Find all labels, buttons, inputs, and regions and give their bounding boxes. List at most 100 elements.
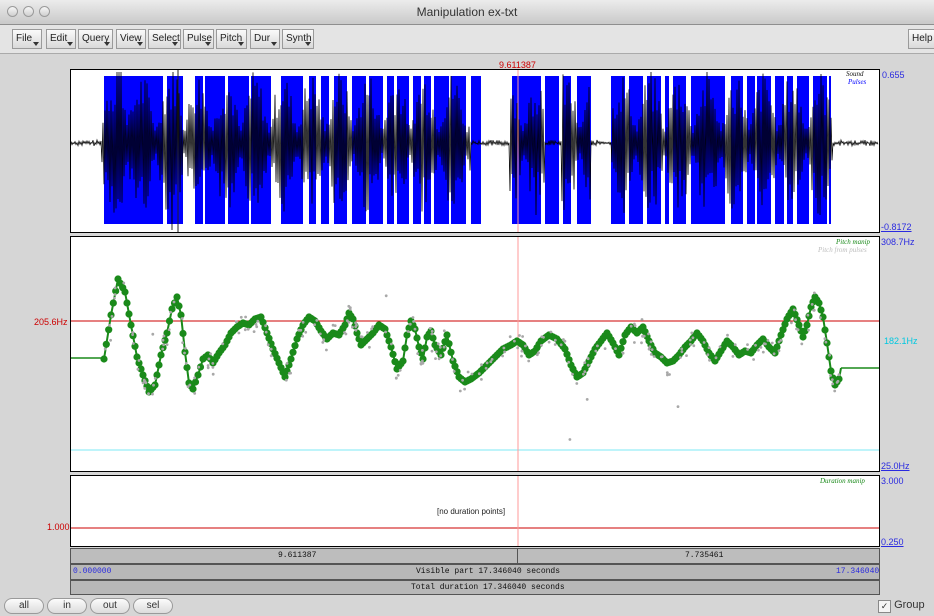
- zoom-in-button[interactable]: in: [47, 598, 87, 614]
- pitch-pulse-point: [766, 339, 770, 342]
- zoom-selection-label: sel: [146, 600, 160, 611]
- pitch-point: [194, 371, 202, 379]
- pitch-point: [619, 338, 627, 346]
- pitch-pulse-point: [633, 341, 636, 344]
- pitch-pulse-point: [461, 378, 464, 382]
- pitch-pulse-point: [325, 348, 328, 352]
- menu-file[interactable]: File: [12, 29, 42, 49]
- pitch-point: [451, 362, 459, 370]
- menu-select[interactable]: Select: [148, 29, 181, 49]
- sound-panel[interactable]: [70, 69, 880, 233]
- pitch-point: [153, 371, 161, 379]
- pitch-point: [291, 342, 299, 350]
- menu-dur-label: Dur: [254, 33, 271, 44]
- total-duration-stripe[interactable]: Total duration 17.346040 seconds: [70, 580, 880, 595]
- pitch-point: [773, 343, 781, 351]
- pitch-pulse-point: [489, 360, 493, 364]
- pitch-pulse-point: [234, 320, 238, 324]
- pitch-pulse-point: [477, 372, 481, 376]
- pitch-pulse-point: [652, 355, 656, 358]
- pitch-pulse-point: [679, 356, 682, 359]
- pitch-pulse-point: [819, 316, 822, 319]
- pitch-pulse-point: [458, 389, 462, 393]
- pitch-point: [823, 339, 831, 347]
- menu-dur[interactable]: Dur: [250, 29, 280, 49]
- visible-start-time: 0.000000: [73, 567, 112, 576]
- pitch-pulse-point: [416, 352, 420, 355]
- menu-pitch-label: Pitch: [220, 33, 243, 44]
- menu-synth[interactable]: Synth: [282, 29, 314, 49]
- pitch-pulse-point: [313, 323, 316, 327]
- menu-edit[interactable]: Edit: [46, 29, 76, 49]
- sound-max-label: 0.655: [882, 70, 905, 80]
- menu-pulse[interactable]: Pulse: [183, 29, 214, 49]
- minimize-window-button[interactable]: [23, 6, 34, 17]
- pitch-pulse-point: [614, 347, 617, 350]
- pitch-pulse-point: [746, 343, 749, 346]
- pitch-pulse-point: [463, 387, 466, 391]
- duration-panel[interactable]: [no duration points]: [70, 475, 880, 547]
- pitch-pulse-point: [567, 360, 571, 364]
- pitch-pulse-point: [812, 308, 815, 312]
- pitch-pulse-point: [800, 342, 804, 346]
- selection-time-stripe[interactable]: 9.611387 7.735461: [70, 548, 880, 564]
- menu-help[interactable]: Help: [908, 29, 934, 49]
- menu-query[interactable]: Query: [78, 29, 113, 49]
- pitch-point: [617, 344, 625, 352]
- pitch-pulse-point: [285, 362, 289, 365]
- pitch-pulse-point: [726, 333, 729, 337]
- pitch-pulse-point: [796, 328, 800, 332]
- pitch-point: [401, 344, 409, 352]
- visible-part-stripe[interactable]: 0.000000 Visible part 17.346040 seconds …: [70, 564, 880, 580]
- pitch-point: [157, 351, 165, 359]
- pitch-pulse-point: [437, 357, 441, 361]
- pitch-pulse-point: [256, 319, 260, 323]
- pitch-pulse-point: [714, 356, 718, 360]
- menu-pitch[interactable]: Pitch: [216, 29, 247, 49]
- pitch-point: [173, 293, 181, 301]
- pitch-pulse-point: [836, 379, 840, 383]
- pitch-cursor-value-label: 205.6Hz: [34, 317, 68, 327]
- pitch-point: [281, 373, 289, 381]
- pitch-pulse-point: [161, 338, 165, 342]
- pitch-pulse-point: [833, 389, 837, 393]
- close-window-button[interactable]: [7, 6, 18, 17]
- pitch-pulse-point: [209, 352, 212, 356]
- pitch-pulse-point: [708, 358, 711, 362]
- pitch-pulse-point: [165, 343, 169, 346]
- group-checkbox[interactable]: ✓ Group: [878, 599, 925, 613]
- pitch-point: [191, 378, 200, 386]
- pitch-pulse-point: [772, 352, 776, 356]
- pitch-pulse-point: [513, 339, 516, 343]
- zoom-out-button[interactable]: out: [90, 598, 130, 614]
- zoom-window-button[interactable]: [39, 6, 50, 17]
- visible-part-label: Visible part 17.346040 seconds: [416, 567, 561, 576]
- pitch-panel[interactable]: [70, 236, 880, 472]
- menu-view[interactable]: View: [116, 29, 146, 49]
- pitch-point: [127, 321, 135, 329]
- zoom-all-button[interactable]: all: [4, 598, 44, 614]
- pitch-pulse-point: [331, 323, 335, 327]
- pitch-pulse-point: [451, 358, 454, 361]
- pitch-pulse-point: [520, 354, 523, 358]
- pitch-pulse-point: [757, 348, 760, 352]
- pitch-pulse-point: [553, 343, 557, 346]
- pitch-pulse-point: [244, 315, 248, 319]
- pitch-point: [387, 343, 395, 351]
- zoom-selection-button[interactable]: sel: [133, 598, 173, 614]
- pitch-right-value-label: 182.1Hz: [884, 336, 918, 346]
- pitch-pulse-point: [264, 330, 268, 334]
- pitch-pulse-point: [180, 317, 184, 320]
- pitch-point: [133, 353, 141, 361]
- zoom-all-label: all: [18, 600, 29, 611]
- pitch-pulse-point: [547, 340, 551, 344]
- pitch-pulse-point: [351, 325, 354, 329]
- dropdown-arrow-icon: [305, 42, 311, 46]
- checkmark-icon: ✓: [878, 600, 891, 613]
- duration-min-label: 0.250: [881, 537, 904, 547]
- pitch-pulse-point: [485, 361, 489, 365]
- pitch-point: [799, 333, 807, 341]
- pitch-pulse-point: [151, 332, 155, 336]
- pitch-plot: [71, 237, 879, 471]
- pitch-pulse-point: [689, 343, 692, 346]
